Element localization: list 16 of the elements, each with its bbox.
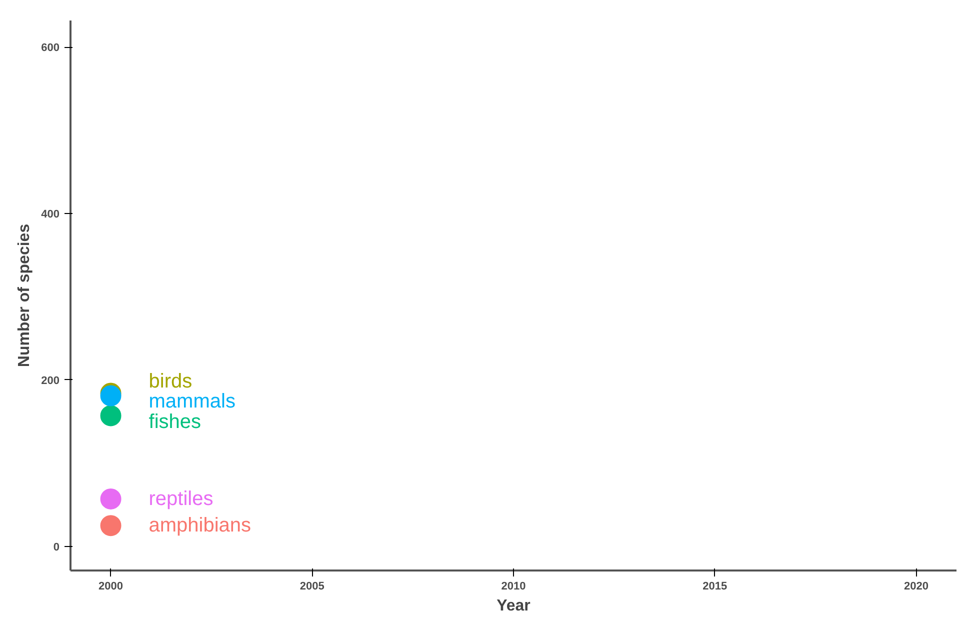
x-tick-label: 2010 [501,580,526,592]
x-axis-title: Year [496,598,530,614]
x-tick-label: 2015 [702,580,728,592]
series-label: fishes [148,410,202,433]
y-tick-label: 0 [53,541,60,554]
x-tick-label: 2000 [98,580,124,592]
y-axis-title: Number of species [16,224,34,368]
y-tick-label: 200 [41,374,60,387]
series-label: birds [148,370,192,392]
series-label: mammals [148,390,236,412]
x-tick-label: 2005 [300,580,324,592]
y-tick-label: 600 [41,42,60,54]
series-label: amphibians [148,514,252,537]
x-tick-label: 2020 [904,580,928,592]
series-label: reptiles [148,488,214,510]
y-tick-label: 400 [41,208,60,221]
